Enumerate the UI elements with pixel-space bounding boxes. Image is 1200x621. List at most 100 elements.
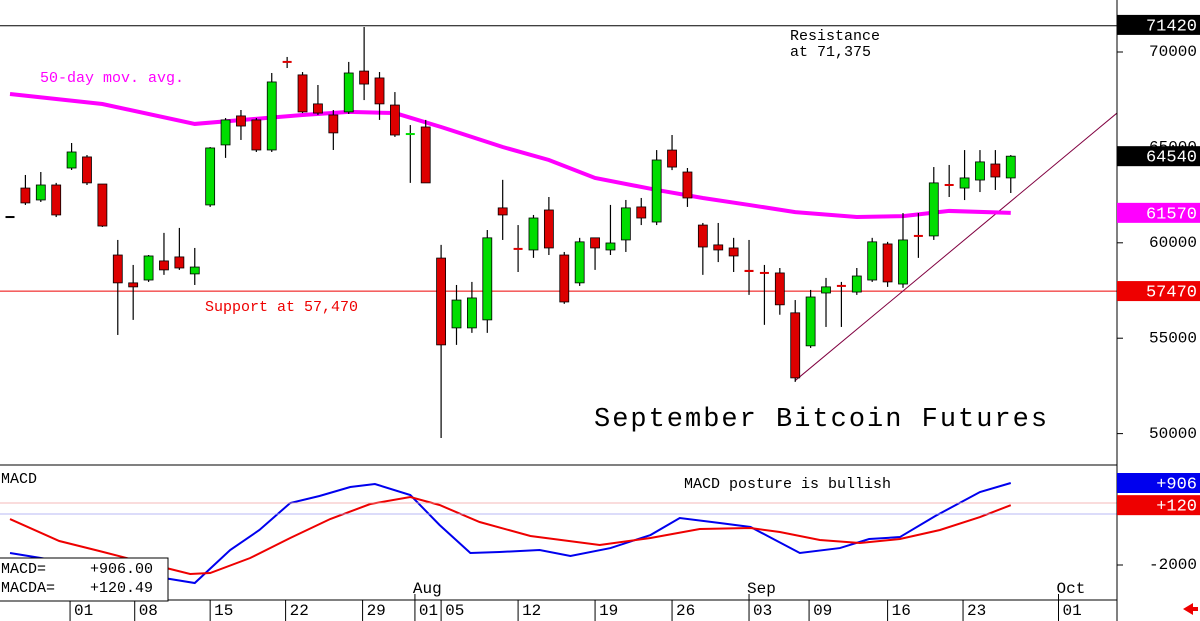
x-tick-label: 05 <box>445 602 464 620</box>
candle-body <box>574 241 585 284</box>
price-label: 57470 <box>1146 284 1197 303</box>
candle-body <box>605 242 616 251</box>
candle-body <box>497 207 508 216</box>
candle-body <box>128 282 139 288</box>
candle-body <box>975 161 985 181</box>
y-tick-label: 50000 <box>1149 425 1197 443</box>
candle-body <box>374 77 385 105</box>
candle-body <box>51 184 62 216</box>
legend-value: +120.49 <box>90 580 153 597</box>
month-label: Aug <box>413 580 442 598</box>
candle-body <box>328 114 339 134</box>
candle-body <box>266 81 277 151</box>
moving-average <box>9 91 1011 220</box>
x-tick-label: 01 <box>419 602 438 620</box>
x-tick-label: 01 <box>1062 602 1081 620</box>
candle-body <box>220 119 231 146</box>
trend-line <box>794 112 1118 381</box>
candle-body <box>66 151 77 169</box>
candle-body <box>482 237 493 321</box>
candle-body <box>944 183 954 186</box>
candle-body <box>205 147 216 206</box>
chart-title: September Bitcoin Futures <box>594 405 1049 435</box>
x-tick-label: 12 <box>522 602 541 620</box>
candle-body <box>990 163 1001 178</box>
candle-body <box>359 70 370 85</box>
candle-body <box>282 60 292 63</box>
annotation: Support at 57,470 <box>205 299 358 316</box>
candle-body <box>20 187 31 204</box>
x-tick-label: 22 <box>290 602 309 620</box>
candle-body <box>390 104 400 136</box>
value-label: +120 <box>1156 498 1197 517</box>
month-label: Sep <box>747 580 776 598</box>
candle-body <box>790 312 801 379</box>
price-label-box <box>1117 281 1200 302</box>
legend: MACD= +906.00 MACDA= +120.49 <box>0 557 169 602</box>
legend-entry: 50-day mov. avg. <box>40 70 184 87</box>
candle-body <box>528 217 539 251</box>
candle-body <box>882 243 893 283</box>
annotation: Resistance <box>790 28 880 45</box>
candle-body <box>174 256 185 269</box>
candle-body <box>867 241 878 281</box>
annotation: at 71,375 <box>790 44 871 61</box>
value-label-box <box>1117 495 1200 516</box>
label-layer: 71420 64540 61570 57470 +906 +120 <box>1117 14 1200 517</box>
x-tick-label: 03 <box>753 602 772 620</box>
candle-body <box>774 272 785 306</box>
month-label: Oct <box>1056 580 1085 598</box>
y-tick-label: 60000 <box>1149 234 1197 252</box>
candle-body <box>451 299 462 329</box>
macd-line <box>9 495 1012 576</box>
x-tick-label: 26 <box>676 602 695 620</box>
panel-title: MACD <box>1 471 37 488</box>
candle-body <box>651 159 662 223</box>
candle-body <box>236 115 246 127</box>
price-label-box <box>1117 14 1200 35</box>
price-label-box <box>1117 146 1200 167</box>
candle-body <box>713 244 724 251</box>
candle-body <box>667 149 677 168</box>
value-label: +906 <box>1156 475 1197 494</box>
candle-body <box>759 271 769 274</box>
candle-body <box>682 171 693 199</box>
candle-body <box>97 183 108 227</box>
candle-body <box>821 286 831 294</box>
candle-body <box>836 284 846 287</box>
y-tick-label: 55000 <box>1149 329 1197 347</box>
candle-body <box>159 260 169 271</box>
candle-body <box>189 266 200 275</box>
candle-body <box>112 254 123 284</box>
candle-body <box>82 156 92 184</box>
candle-body <box>744 269 754 272</box>
candle-body <box>805 296 816 347</box>
price-label: 64540 <box>1146 149 1197 168</box>
candle-body <box>620 207 631 241</box>
x-tick-label: 16 <box>892 602 911 620</box>
candle-body <box>913 234 923 237</box>
candle-body <box>5 216 15 219</box>
scroll-arrow[interactable] <box>1183 603 1198 615</box>
y-tick-label: 70000 <box>1149 43 1197 61</box>
x-tick-label: 29 <box>367 602 386 620</box>
candle-body <box>513 247 523 250</box>
candle-body <box>851 275 862 293</box>
x-tick-label: 08 <box>139 602 158 620</box>
candle-body <box>251 119 262 151</box>
candle-body <box>313 103 323 114</box>
candle-body <box>928 182 939 237</box>
candle-body <box>343 72 354 113</box>
x-tick-label: 09 <box>813 602 832 620</box>
candle-body <box>297 74 308 113</box>
legend-label: MACD= <box>1 561 46 578</box>
candle-body <box>697 224 708 248</box>
x-tick-label: 19 <box>599 602 618 620</box>
x-tick-label: 23 <box>967 602 986 620</box>
candle-body <box>959 177 970 189</box>
legend-label: MACDA= <box>1 580 55 597</box>
price-label: 71420 <box>1146 17 1197 36</box>
candle-body <box>543 209 554 249</box>
